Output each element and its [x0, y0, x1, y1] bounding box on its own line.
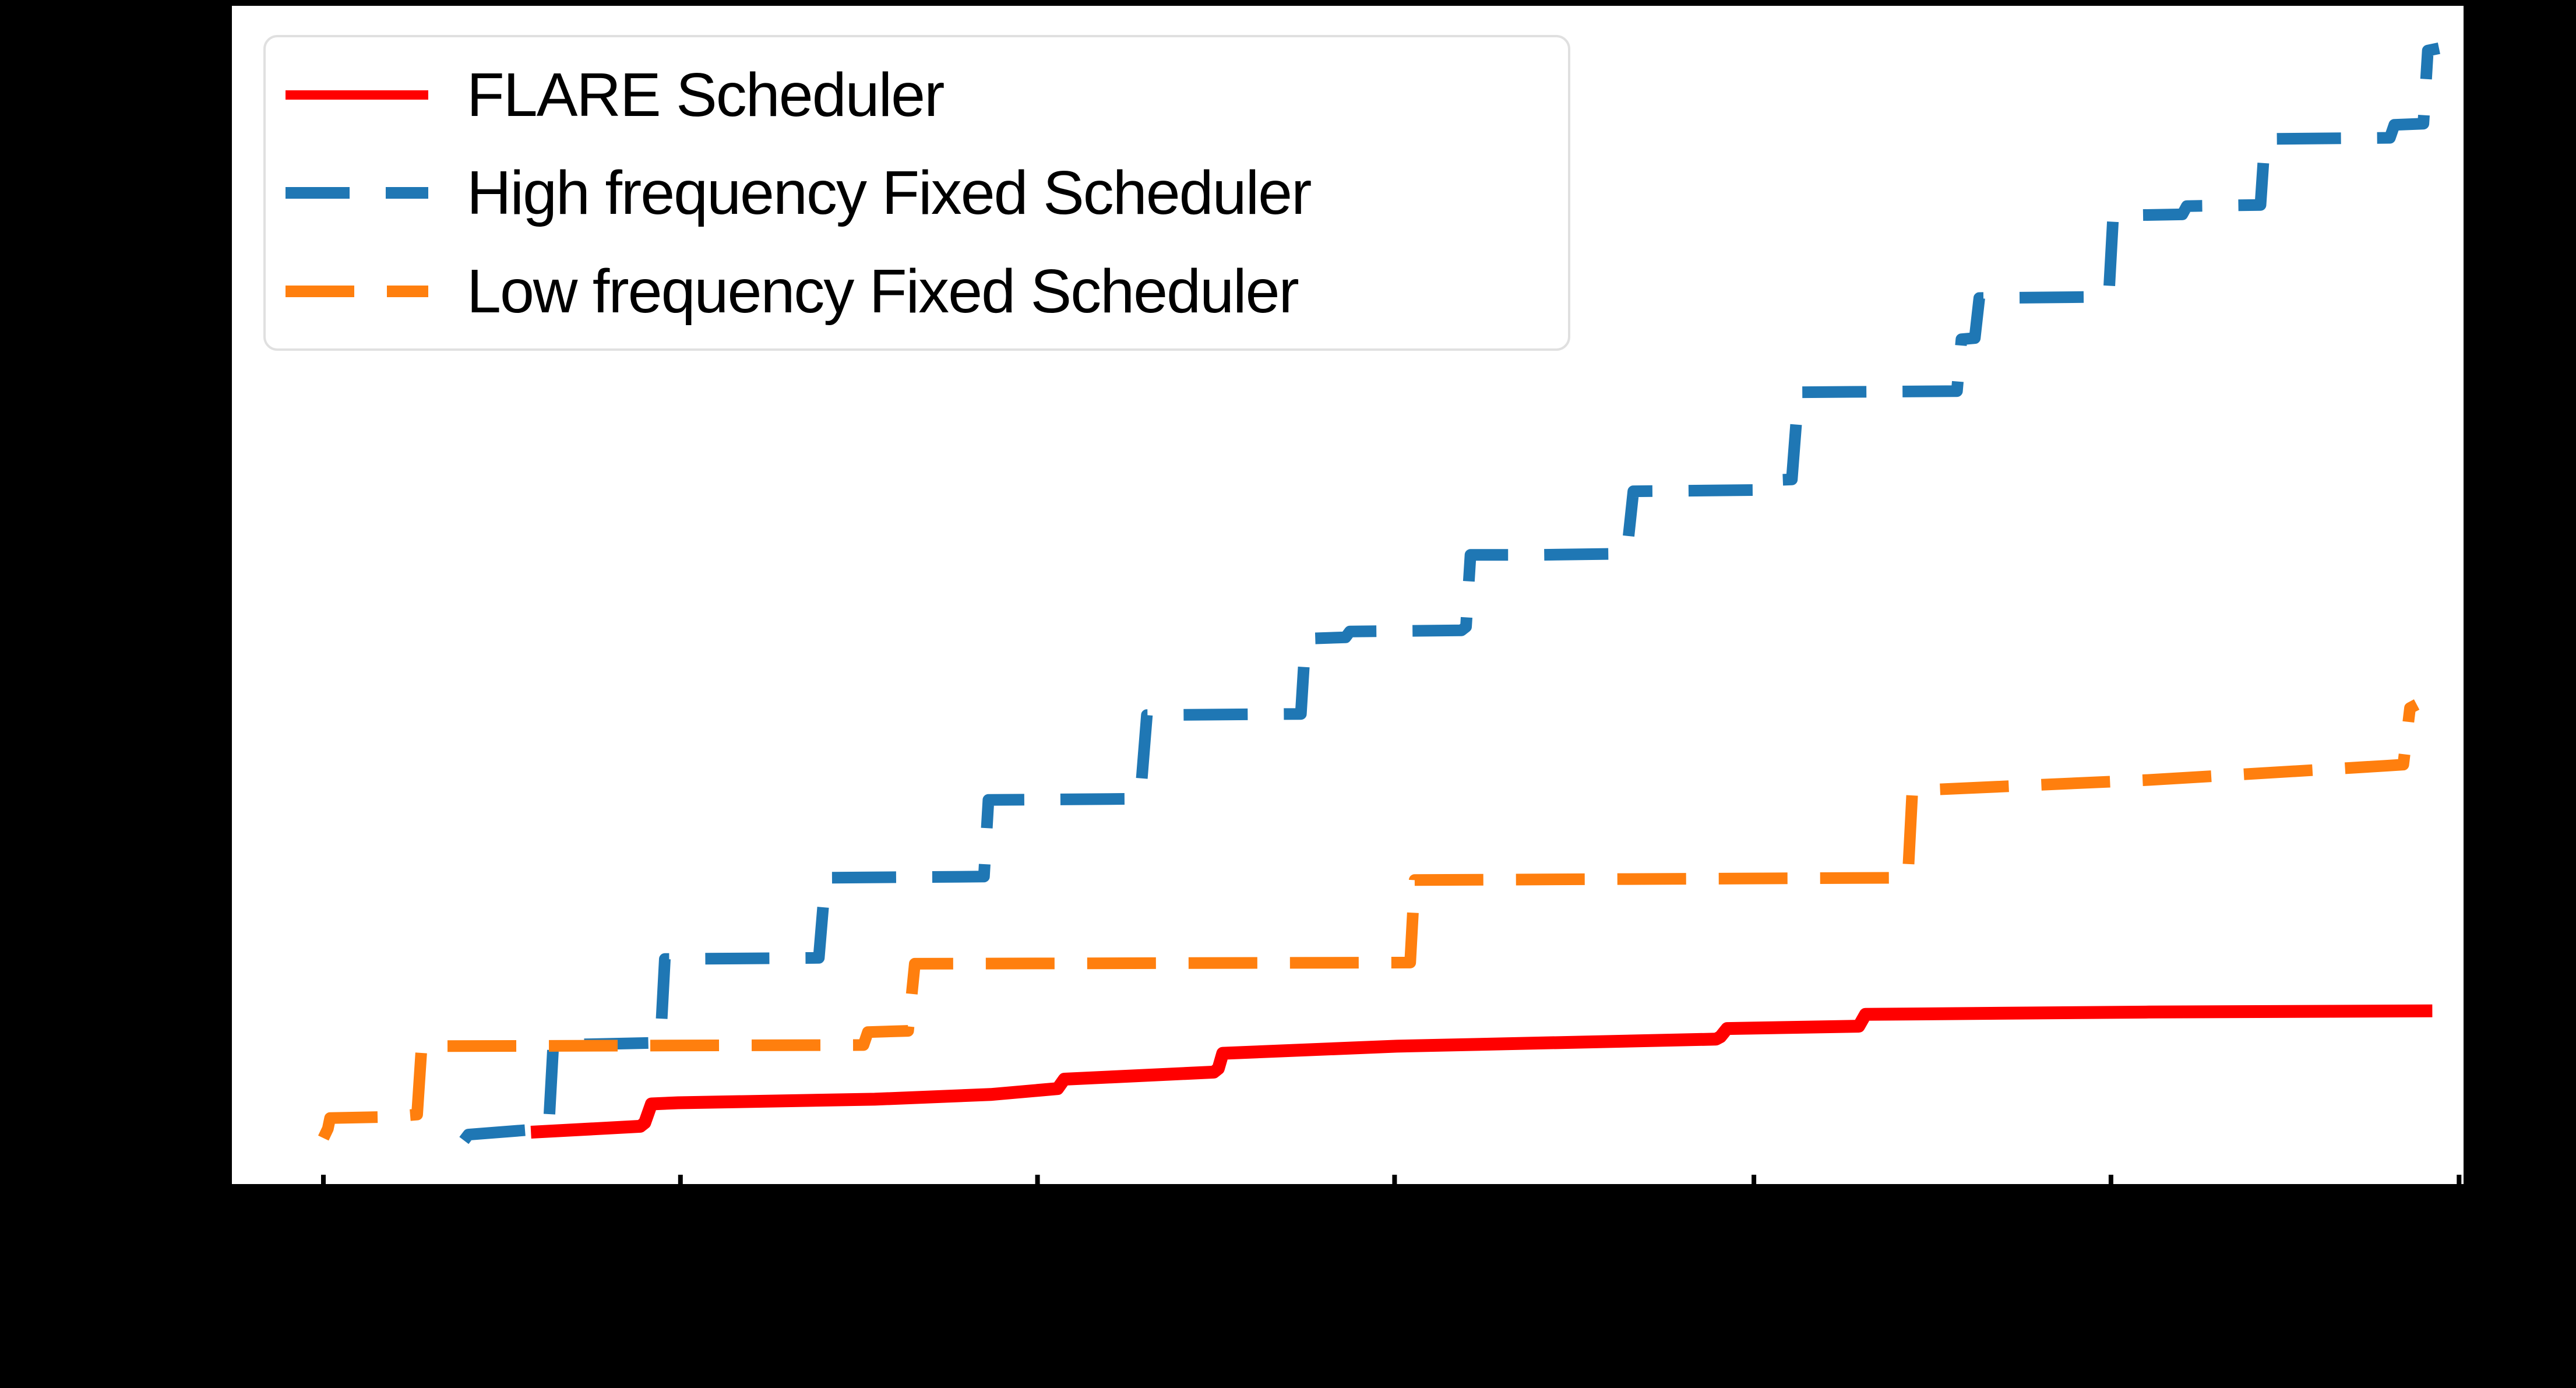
x-axis-tick	[678, 1175, 683, 1184]
x-axis-tick	[2108, 1175, 2113, 1184]
x-axis-tick	[321, 1175, 326, 1184]
legend-item-low-freq: Low frequency Fixed Scheduler	[286, 245, 1556, 338]
legend: FLARE Scheduler High frequency Fixed Sch…	[263, 35, 1570, 351]
chart-svg	[318, 43, 2462, 1184]
legend-label: FLARE Scheduler	[467, 60, 945, 129]
series-line-low-frequency-fixed-scheduler	[318, 699, 2420, 1141]
legend-item-flare: FLARE Scheduler	[286, 48, 1556, 142]
x-axis-tick	[1035, 1175, 1040, 1184]
blue-dashed-line-icon	[286, 187, 428, 199]
legend-item-high-freq: High frequency Fixed Scheduler	[286, 146, 1556, 239]
orange-dashed-line-icon	[286, 285, 428, 297]
series-line-high-frequency-fixed-scheduler	[459, 43, 2440, 1144]
series-line-flare-scheduler	[530, 1004, 2433, 1139]
plot-area: FLARE Scheduler High frequency Fixed Sch…	[230, 3, 2466, 1186]
x-axis-tick	[2457, 1175, 2462, 1184]
legend-label: High frequency Fixed Scheduler	[467, 158, 1312, 227]
legend-label: Low frequency Fixed Scheduler	[467, 256, 1299, 326]
red-solid-line-icon	[286, 90, 428, 100]
x-axis-tick	[1752, 1175, 1757, 1184]
x-axis-tick	[1392, 1175, 1397, 1184]
